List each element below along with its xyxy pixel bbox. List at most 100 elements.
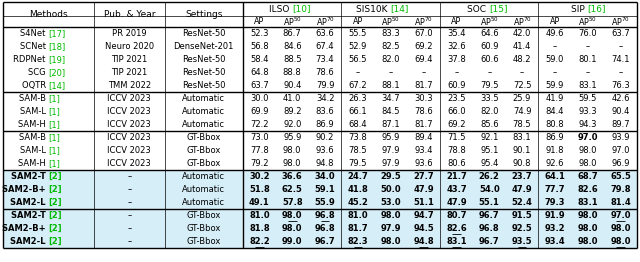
Text: 67.4: 67.4 bbox=[316, 42, 334, 51]
Text: 60.9: 60.9 bbox=[480, 42, 499, 51]
Text: 45.2: 45.2 bbox=[348, 198, 369, 207]
Text: 83.1: 83.1 bbox=[446, 237, 467, 246]
Text: 52.9: 52.9 bbox=[349, 42, 367, 51]
Text: 98.0: 98.0 bbox=[283, 159, 301, 168]
Text: 81.0: 81.0 bbox=[249, 211, 269, 220]
Text: Automatic: Automatic bbox=[182, 185, 225, 194]
Text: 98.0: 98.0 bbox=[282, 211, 303, 220]
Text: 67.2: 67.2 bbox=[349, 81, 367, 90]
Text: 52.4: 52.4 bbox=[511, 198, 532, 207]
Text: 66.0: 66.0 bbox=[447, 107, 466, 116]
Text: 59.9: 59.9 bbox=[546, 81, 564, 90]
Text: 23.5: 23.5 bbox=[447, 94, 466, 103]
Text: 74.1: 74.1 bbox=[611, 55, 630, 64]
Text: –: – bbox=[586, 42, 590, 51]
Text: Neuro 2020: Neuro 2020 bbox=[105, 42, 154, 51]
Text: 94.7: 94.7 bbox=[413, 211, 434, 220]
Text: 96.9: 96.9 bbox=[611, 159, 630, 168]
Text: 30.3: 30.3 bbox=[414, 94, 433, 103]
Text: 89.7: 89.7 bbox=[611, 120, 630, 129]
Text: [18]: [18] bbox=[49, 42, 66, 51]
Text: –: – bbox=[127, 198, 131, 207]
Text: 69.4: 69.4 bbox=[414, 55, 433, 64]
Text: [2]: [2] bbox=[49, 185, 62, 194]
Bar bbox=[3, 170, 637, 183]
Text: 56.5: 56.5 bbox=[349, 55, 367, 64]
Text: 98.0: 98.0 bbox=[579, 146, 597, 155]
Text: 51.8: 51.8 bbox=[249, 185, 269, 194]
Text: 79.5: 79.5 bbox=[480, 81, 499, 90]
Text: DenseNet-201: DenseNet-201 bbox=[173, 42, 234, 51]
Text: 84.4: 84.4 bbox=[546, 107, 564, 116]
Text: Pub. & Year: Pub. & Year bbox=[104, 10, 155, 19]
Text: GT-Bbox: GT-Bbox bbox=[187, 159, 221, 168]
Text: 23.7: 23.7 bbox=[512, 172, 532, 181]
Text: 34.7: 34.7 bbox=[381, 94, 400, 103]
Text: [1]: [1] bbox=[49, 107, 60, 116]
Text: 59.1: 59.1 bbox=[315, 185, 335, 194]
Text: 98.0: 98.0 bbox=[611, 224, 631, 233]
Text: –: – bbox=[618, 68, 623, 77]
Text: 86.7: 86.7 bbox=[283, 29, 301, 38]
Text: 62.5: 62.5 bbox=[282, 185, 303, 194]
Text: 98.0: 98.0 bbox=[577, 211, 598, 220]
Text: SAM-B: SAM-B bbox=[19, 94, 49, 103]
Text: 41.4: 41.4 bbox=[513, 42, 531, 51]
Text: 98.0: 98.0 bbox=[611, 237, 631, 246]
Text: 35.4: 35.4 bbox=[447, 29, 466, 38]
Text: SAM2-L: SAM2-L bbox=[10, 237, 49, 246]
Text: 82.6: 82.6 bbox=[446, 224, 467, 233]
Text: 73.0: 73.0 bbox=[250, 133, 269, 142]
Text: –: – bbox=[553, 42, 557, 51]
Text: [1]: [1] bbox=[49, 159, 60, 168]
Text: RDPNet: RDPNet bbox=[13, 55, 49, 64]
Text: 94.8: 94.8 bbox=[413, 237, 434, 246]
Text: 74.9: 74.9 bbox=[513, 107, 531, 116]
Text: 66.1: 66.1 bbox=[349, 107, 367, 116]
Text: [15]: [15] bbox=[489, 4, 508, 14]
Text: –: – bbox=[356, 68, 360, 77]
Text: Settings: Settings bbox=[185, 10, 223, 19]
Text: SAM2-T: SAM2-T bbox=[11, 211, 49, 220]
Text: ICCV 2023: ICCV 2023 bbox=[108, 107, 151, 116]
Text: 81.8: 81.8 bbox=[249, 224, 269, 233]
Text: 49.1: 49.1 bbox=[249, 198, 269, 207]
Text: 88.5: 88.5 bbox=[283, 55, 301, 64]
Text: 29.5: 29.5 bbox=[380, 172, 401, 181]
Text: 53.0: 53.0 bbox=[380, 198, 401, 207]
Text: 33.5: 33.5 bbox=[480, 94, 499, 103]
Text: 96.7: 96.7 bbox=[479, 211, 500, 220]
Text: –: – bbox=[127, 211, 131, 220]
Text: 95.4: 95.4 bbox=[480, 159, 499, 168]
Text: [14]: [14] bbox=[391, 4, 409, 14]
Text: 64.8: 64.8 bbox=[250, 68, 269, 77]
Text: SIS10K: SIS10K bbox=[356, 4, 391, 14]
Text: 96.8: 96.8 bbox=[479, 224, 500, 233]
Text: TIP 2021: TIP 2021 bbox=[111, 68, 147, 77]
Text: 59.5: 59.5 bbox=[579, 94, 597, 103]
Text: GT-Bbox: GT-Bbox bbox=[187, 211, 221, 220]
Text: SAM-B: SAM-B bbox=[19, 133, 49, 142]
Text: 79.9: 79.9 bbox=[316, 81, 334, 90]
Text: Automatic: Automatic bbox=[182, 107, 225, 116]
Text: 82.2: 82.2 bbox=[249, 237, 269, 246]
Text: [2]: [2] bbox=[49, 211, 62, 220]
Text: 93.3: 93.3 bbox=[579, 107, 597, 116]
Text: 79.3: 79.3 bbox=[545, 198, 565, 207]
Text: 50.0: 50.0 bbox=[380, 185, 401, 194]
Text: AP$^{50}$: AP$^{50}$ bbox=[480, 15, 499, 28]
Text: [14]: [14] bbox=[49, 81, 65, 90]
Text: 73.4: 73.4 bbox=[316, 55, 334, 64]
Text: 81.4: 81.4 bbox=[610, 198, 631, 207]
Text: 72.5: 72.5 bbox=[513, 81, 531, 90]
Text: 96.8: 96.8 bbox=[315, 224, 335, 233]
Text: 69.2: 69.2 bbox=[414, 42, 433, 51]
Text: 80.6: 80.6 bbox=[447, 159, 466, 168]
Text: –: – bbox=[586, 68, 590, 77]
Text: 73.8: 73.8 bbox=[349, 133, 367, 142]
Text: Automatic: Automatic bbox=[182, 198, 225, 207]
Text: AP$^{70}$: AP$^{70}$ bbox=[414, 15, 433, 28]
Text: 32.6: 32.6 bbox=[447, 42, 466, 51]
Text: 93.4: 93.4 bbox=[545, 237, 565, 246]
Text: SCG: SCG bbox=[28, 68, 49, 77]
